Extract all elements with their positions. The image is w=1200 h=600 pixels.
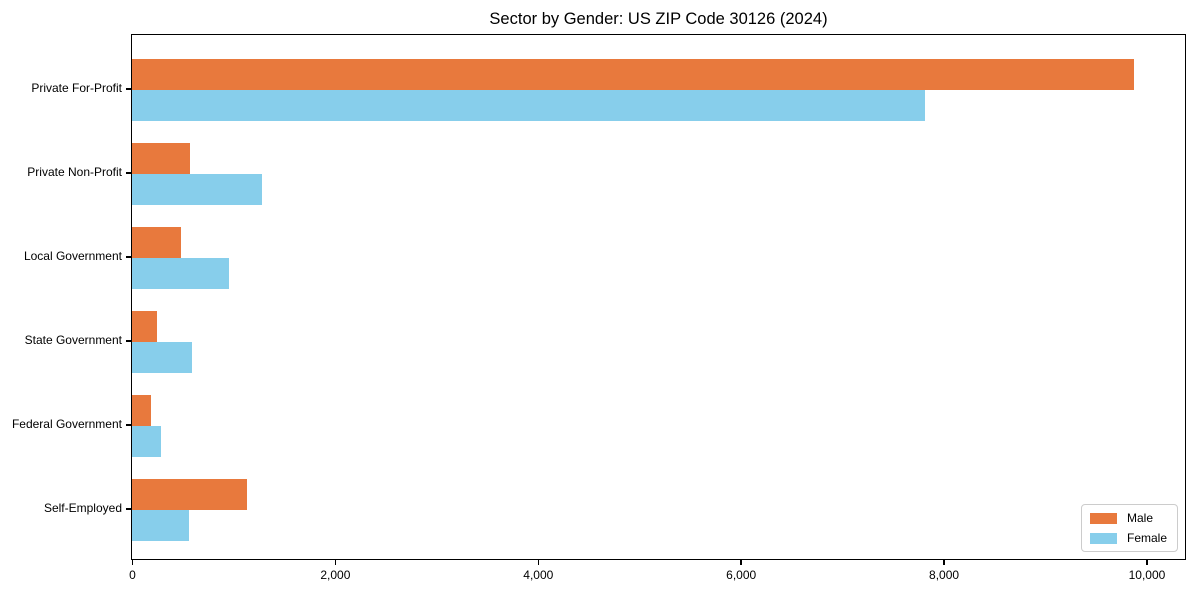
legend-swatch-female [1089, 532, 1117, 544]
category-label: Private Non-Profit [27, 165, 122, 179]
legend-item-male: Male [1089, 511, 1167, 525]
bar-male-private-for-profit [132, 59, 1135, 90]
x-tick-mark [131, 560, 134, 565]
x-tick-mark [1146, 560, 1148, 565]
x-tick-mark [943, 560, 945, 565]
legend: Male Female [1080, 504, 1178, 552]
bar-female-state-government [132, 342, 192, 373]
bar-female-local-government [132, 258, 229, 289]
chart-title: Sector by Gender: US ZIP Code 30126 (202… [489, 10, 828, 28]
bar-male-local-government [132, 227, 181, 258]
y-tick-mark [126, 88, 131, 90]
bar-female-private-non-profit [132, 174, 262, 205]
legend-label: Female [1126, 531, 1167, 545]
x-tick-label: 4,000 [523, 568, 554, 582]
bar-female-self-employed [132, 510, 189, 541]
bar-male-self-employed [132, 479, 247, 510]
plot-area: Male Female [131, 34, 1186, 560]
bar-female-federal-government [132, 426, 162, 457]
x-tick-mark [334, 560, 337, 565]
y-tick-mark [126, 508, 131, 510]
category-label: State Government [24, 333, 122, 347]
x-tick-mark [537, 560, 540, 565]
bar-male-private-non-profit [132, 143, 191, 174]
legend-item-female: Female [1089, 531, 1167, 545]
x-tick-label: 8,000 [929, 568, 960, 582]
legend-swatch-male [1089, 512, 1117, 524]
x-tick-label: 10,000 [1128, 568, 1166, 582]
x-tick-label: 6,000 [726, 568, 757, 582]
x-tick-mark [740, 560, 742, 565]
y-tick-mark [126, 340, 131, 342]
category-label: Local Government [23, 249, 122, 263]
category-label: Federal Government [11, 417, 122, 431]
bar-female-private-for-profit [132, 90, 926, 121]
x-tick-label: 2,000 [320, 568, 351, 582]
y-tick-mark [126, 256, 131, 258]
bar-male-state-government [132, 311, 158, 342]
legend-label: Male [1126, 511, 1153, 525]
category-label: Self-Employed [43, 501, 122, 515]
x-tick-label: 0 [129, 568, 136, 582]
category-label: Private For-Profit [31, 81, 122, 95]
y-tick-mark [126, 172, 131, 174]
y-tick-mark [126, 424, 131, 426]
bar-male-federal-government [132, 395, 152, 426]
